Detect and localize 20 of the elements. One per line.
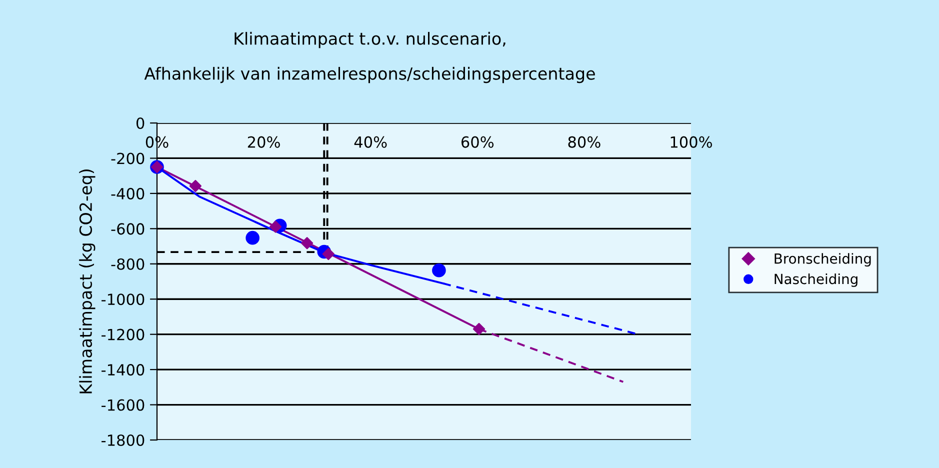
- y-tick-label: -200: [111, 152, 144, 164]
- y-tick-label: -400: [111, 188, 144, 200]
- legend-label: Nascheiding: [774, 273, 858, 287]
- y-tick-label: -1000: [102, 294, 144, 306]
- y-tick-label: -1800: [102, 434, 144, 446]
- y-tick-label: -1400: [102, 364, 144, 376]
- y-tick-label: -1600: [102, 399, 144, 411]
- y-tick-label: -1200: [102, 328, 144, 340]
- y-axis-title: Klimaatimpact (kg CO2-eq): [79, 170, 96, 394]
- legend-label: Bronscheiding: [774, 253, 871, 267]
- y-tick-label: -800: [111, 258, 144, 270]
- chart-title: Klimaatimpact t.o.v. nulscenario,: [234, 32, 506, 48]
- y-tick-label: 0: [136, 117, 144, 130]
- chart-subtitle: Afhankelijk van inzamelrespons/scheidingspercentage: [144, 66, 595, 84]
- x-tick-label: 60%: [461, 136, 494, 148]
- x-tick-label: 100%: [670, 136, 712, 148]
- x-tick-label: 40%: [354, 136, 387, 148]
- y-tick-label: -600: [111, 223, 144, 235]
- x-tick-label: 20%: [248, 136, 280, 148]
- x-tick-label: 80%: [568, 136, 600, 148]
